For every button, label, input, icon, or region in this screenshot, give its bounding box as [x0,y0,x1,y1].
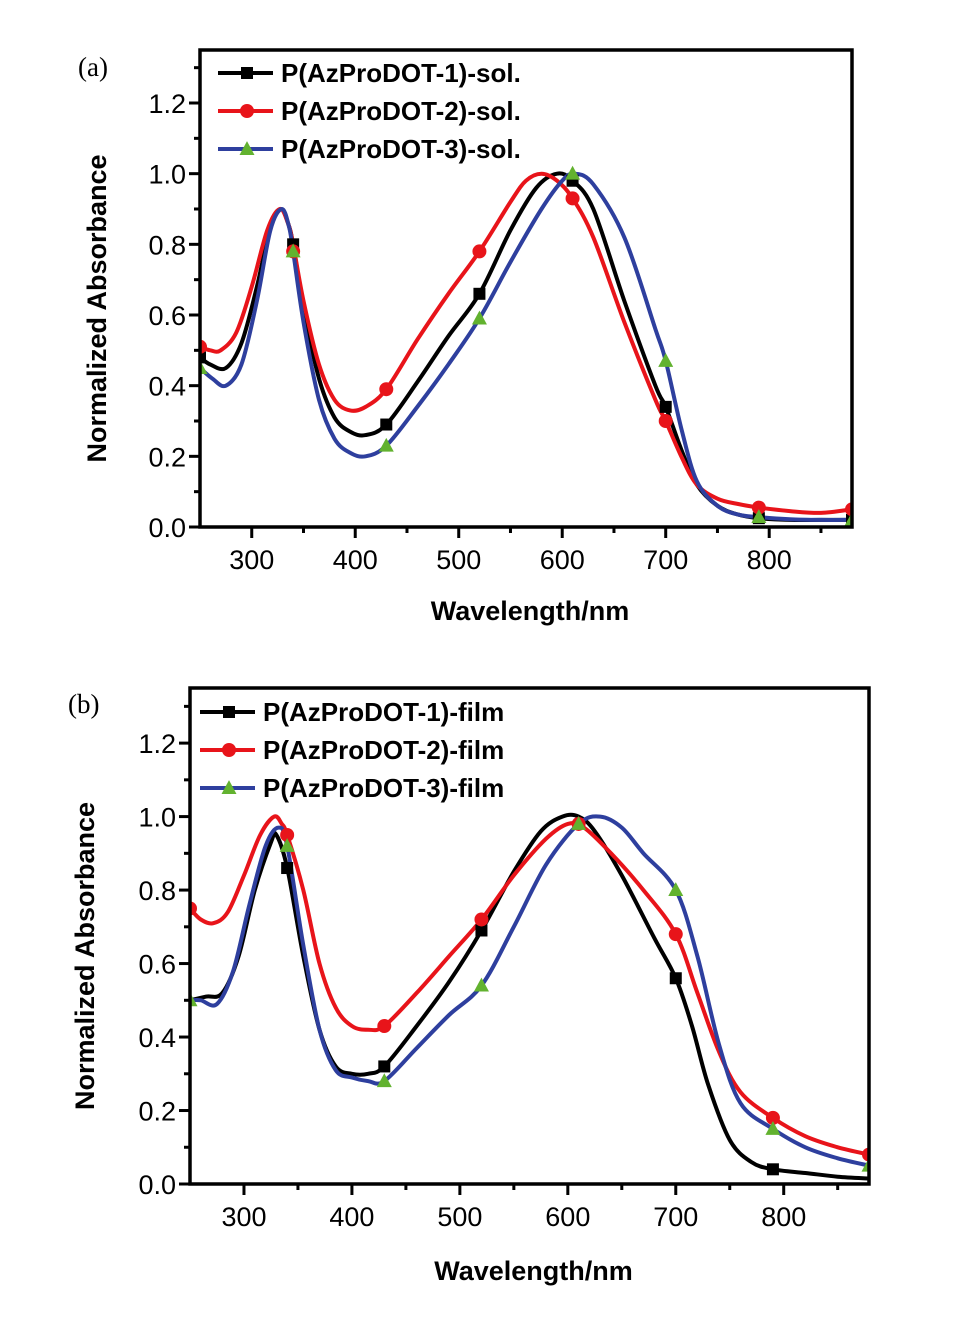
x-axis-title: Wavelength/nm [431,596,630,626]
y-tick-label: 0.4 [138,1023,176,1053]
series-1-marker-square [473,287,486,300]
x-tick-label: 500 [437,1202,482,1232]
series-2-marker-circle [658,414,673,428]
y-tick-label: 0.8 [148,230,186,260]
legend-marker-triangle [239,141,255,155]
series-1-marker-square [475,924,488,937]
series-1-marker-square [200,351,206,364]
series-2-marker-circle [668,927,683,942]
series-3-marker-triangle [668,882,684,897]
series-line-2 [190,814,869,1157]
series-2-marker-circle [280,827,295,842]
legend-marker-square [223,706,235,718]
series-line-3 [190,814,869,1168]
y-tick-label: 0.4 [148,372,186,402]
series-3-marker-triangle [378,437,394,452]
y-tick-label: 0.0 [138,1170,176,1200]
legend-label: P(AzProDOT-2)-film [263,735,504,765]
y-tick-label: 0.8 [138,876,176,906]
series-3-marker-triangle [861,1157,869,1172]
series-2-marker-circle [565,191,580,206]
series-2-marker-circle [377,1019,392,1034]
series-1-marker-square [669,972,682,985]
legend-item: P(AzProDOT-1)-sol. [218,58,521,88]
series-3-marker-triangle [473,977,489,992]
x-tick-label: 700 [643,545,688,575]
legend-label: P(AzProDOT-1)-film [263,697,504,727]
y-tick-label: 1.0 [138,803,176,833]
series-2-marker-circle [472,244,487,259]
series-2-marker-circle [379,382,394,397]
series-1-marker-square [659,400,672,413]
x-tick-label: 700 [653,1202,698,1232]
series-3-marker-triangle [658,353,674,367]
y-tick-label: 0.0 [148,513,186,543]
panel-label: (a) [78,52,108,82]
legend: P(AzProDOT-1)-sol. P(AzProDOT-2)-sol. P(Az… [218,58,521,164]
y-tick-label: 1.2 [148,89,186,119]
series-3-marker-triangle [765,1120,781,1135]
legend-item: P(AzProDOT-2)-sol. [218,96,521,126]
series-3-marker-triangle [376,1073,392,1088]
series-2-marker-circle [751,500,766,515]
series-line-2 [200,171,852,515]
x-tick-label: 300 [229,545,274,575]
legend-label: P(AzProDOT-3)-film [263,773,504,803]
legend-label: P(AzProDOT-3)-sol. [281,134,521,164]
legend-item: P(AzProDOT-3)-film [200,773,504,803]
legend-item: P(AzProDOT-1)-film [200,697,504,727]
chart-b: 300 400 500 600 700 800 0.0 0.2 0.4 0.6 0.8 1.0 1.2 W… [68,686,871,1286]
x-tick-label: 600 [545,1202,590,1232]
legend-marker-circle [240,104,254,118]
chart-a: 300 400 500 600 700 800 0.0 0.2 0.4 0.6 0.8 1.0 1.2 W… [78,48,854,626]
y-tick-label: 1.2 [138,729,176,759]
x-tick-label: 800 [761,1202,806,1232]
legend: P(AzProDOT-1)-film P(AzProDOT-2)-film P(Az… [200,697,504,803]
series-3-marker-triangle [471,310,487,325]
series-1-marker-square [281,862,294,875]
series-2-marker-circle [765,1110,780,1125]
series-3-marker-triangle [571,816,587,830]
chart-b-plot-area [190,812,869,1181]
series-3-marker-triangle [751,509,767,524]
series-line-3 [200,171,852,522]
y-tick-label: 0.6 [138,950,176,980]
series-1-marker-square [378,1060,391,1073]
chart-a-frame [198,48,854,529]
series-line-1 [200,171,852,523]
panel-label: (b) [68,689,99,719]
x-axis-title: Wavelength/nm [434,1256,633,1286]
y-tick-label: 0.2 [148,442,186,472]
chart-b-frame [188,686,871,1186]
series-2-marker-circle [474,912,489,927]
series-1-marker-square [380,418,393,431]
legend-marker-square [241,67,253,79]
x-tick-label: 400 [329,1202,374,1232]
series-3-marker-triangle [190,992,198,1007]
chart-a-plot-area [200,165,852,526]
x-tick-label: 800 [747,545,792,575]
legend-item: P(AzProDOT-3)-sol. [218,134,521,164]
series-3-marker-triangle [844,512,852,526]
series-1-marker-square [766,1163,779,1176]
legend-label: P(AzProDOT-2)-sol. [281,96,521,126]
x-tick-label: 400 [333,545,378,575]
series-3-marker-triangle [285,243,301,258]
series-3-marker-triangle [200,360,208,374]
y-tick-label: 0.2 [138,1097,176,1127]
series-3-marker-triangle [279,838,295,852]
x-tick-label: 500 [436,545,481,575]
y-tick-label: 1.0 [148,160,186,190]
y-tick-label: 0.6 [148,301,186,331]
x-tick-label: 300 [221,1202,266,1232]
legend-item: P(AzProDOT-2)-film [200,735,504,765]
series-3-marker-triangle [565,165,581,180]
y-axis-title: Normalized Absorbance [70,802,100,1110]
x-tick-label: 600 [540,545,585,575]
y-axis-title: Normalized Absorbance [82,154,112,462]
legend-marker-circle [222,743,236,757]
legend-marker-triangle [221,780,237,794]
legend-label: P(AzProDOT-1)-sol. [281,58,521,88]
